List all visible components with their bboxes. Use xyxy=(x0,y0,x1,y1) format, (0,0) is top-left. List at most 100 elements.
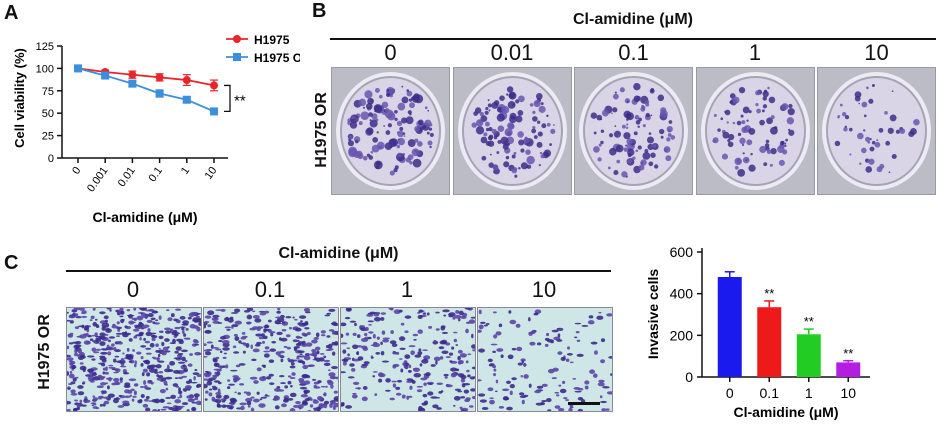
colony xyxy=(839,103,843,107)
colony xyxy=(734,165,739,170)
cell xyxy=(480,321,486,324)
colony xyxy=(349,121,358,129)
cell xyxy=(347,376,355,379)
cell xyxy=(124,382,131,387)
cell xyxy=(165,387,169,391)
bar xyxy=(717,277,742,377)
cell xyxy=(252,348,260,353)
cell xyxy=(102,390,107,394)
cell xyxy=(95,348,102,351)
cell xyxy=(271,341,277,344)
cell xyxy=(428,325,433,329)
cell xyxy=(194,351,201,356)
cell xyxy=(179,394,183,399)
cell xyxy=(328,369,331,372)
colony xyxy=(552,124,555,126)
panel-label-a: A xyxy=(4,2,19,24)
cell xyxy=(165,396,172,399)
cell xyxy=(220,308,226,312)
cell xyxy=(590,341,598,345)
cell xyxy=(143,380,147,385)
cell xyxy=(316,406,321,411)
cell xyxy=(245,321,252,325)
cell xyxy=(509,390,513,396)
x-tick-label: 1 xyxy=(179,165,192,177)
colony xyxy=(536,120,540,124)
colony xyxy=(347,140,355,147)
invasion-micrograph xyxy=(203,307,339,412)
cell xyxy=(600,359,606,364)
colony xyxy=(358,121,363,126)
colony xyxy=(778,159,785,166)
colony xyxy=(375,165,380,170)
colony xyxy=(362,106,366,109)
x-tick-label: 1 xyxy=(805,385,813,401)
cell xyxy=(263,328,270,332)
cell xyxy=(606,313,612,317)
cell xyxy=(227,379,231,382)
colony xyxy=(372,136,379,143)
cell xyxy=(275,351,282,356)
cell xyxy=(445,356,451,358)
cell xyxy=(164,376,173,380)
cell xyxy=(74,326,80,330)
cell xyxy=(180,349,188,353)
cell xyxy=(324,314,330,317)
colony xyxy=(768,96,775,104)
cell xyxy=(215,356,220,360)
cell xyxy=(102,396,110,399)
panel-c-header: Cl-amidine (μM) xyxy=(278,245,399,262)
cell xyxy=(604,408,610,411)
cell xyxy=(347,353,350,357)
cell xyxy=(170,394,177,399)
cell xyxy=(426,312,430,316)
cell xyxy=(142,315,148,318)
cell xyxy=(162,346,169,351)
colony xyxy=(646,136,654,144)
cell xyxy=(311,349,317,353)
cell xyxy=(362,386,368,390)
cell xyxy=(452,404,456,407)
cell xyxy=(181,375,188,378)
cell xyxy=(264,310,270,314)
cell xyxy=(250,396,255,399)
cell xyxy=(241,332,246,335)
cell xyxy=(242,350,246,354)
y-tick-label: 100 xyxy=(36,63,54,75)
cell xyxy=(349,320,357,323)
cell xyxy=(592,373,598,378)
cell xyxy=(175,346,182,351)
cell xyxy=(410,350,415,356)
cell xyxy=(503,397,510,401)
cell xyxy=(502,388,510,392)
cell xyxy=(194,368,198,372)
colony xyxy=(779,140,784,146)
cell xyxy=(478,348,485,353)
colony xyxy=(525,155,535,165)
colony xyxy=(659,109,668,118)
cell xyxy=(212,374,218,380)
cell xyxy=(140,345,147,348)
cell xyxy=(314,357,318,361)
cell xyxy=(311,339,318,344)
cell xyxy=(161,350,167,356)
cell xyxy=(528,317,531,322)
colony xyxy=(408,98,413,102)
colony-spots xyxy=(590,82,676,178)
cell xyxy=(333,396,338,401)
cell xyxy=(81,382,85,385)
cell xyxy=(492,365,497,369)
cell xyxy=(74,352,79,357)
cell xyxy=(90,402,97,405)
cell xyxy=(558,408,565,411)
cell xyxy=(345,405,353,409)
colony xyxy=(381,101,389,109)
cell xyxy=(241,335,248,338)
colony xyxy=(496,106,503,113)
cell xyxy=(246,314,253,320)
cell xyxy=(250,344,253,349)
colony xyxy=(505,155,509,160)
cell xyxy=(506,380,511,384)
cell xyxy=(558,384,562,387)
cell xyxy=(466,321,471,324)
